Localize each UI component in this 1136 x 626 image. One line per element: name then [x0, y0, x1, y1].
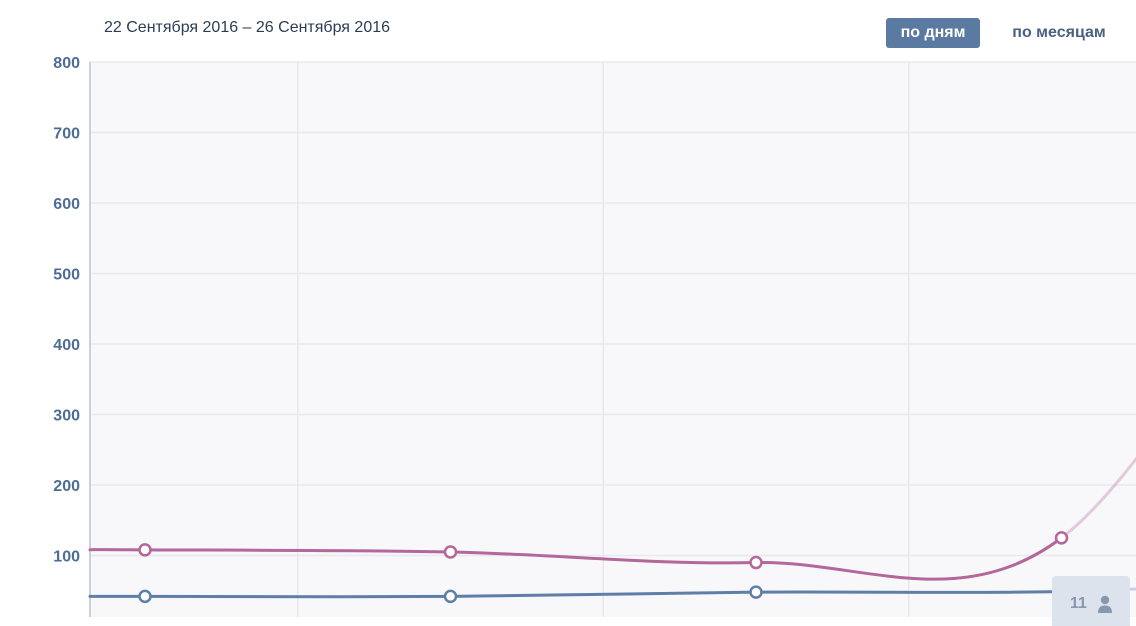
y-tick-label: 400: [53, 337, 80, 354]
series-2-point: [445, 591, 456, 602]
series-1-point: [140, 544, 151, 555]
y-tick-label: 200: [53, 478, 80, 495]
series-2-point: [751, 587, 762, 598]
series-1-point: [445, 546, 456, 557]
badge-count: 11: [1070, 595, 1087, 613]
y-tick-label: 800: [53, 55, 80, 72]
user-icon: [1097, 595, 1113, 613]
plot-background: [90, 62, 1136, 617]
chart-grid: [90, 62, 1136, 617]
y-tick-label: 100: [53, 549, 80, 566]
series-2-point: [140, 591, 151, 602]
y-tick-label: 300: [53, 408, 80, 425]
series-1-point: [751, 557, 762, 568]
y-axis-labels: 100 200 300 400 500 600 700 800: [53, 55, 80, 566]
series-1-point: [1056, 532, 1067, 543]
y-tick-label: 500: [53, 267, 80, 284]
y-tick-label: 700: [53, 126, 80, 143]
online-count-badge[interactable]: 11: [1052, 576, 1130, 626]
y-tick-label: 600: [53, 196, 80, 213]
